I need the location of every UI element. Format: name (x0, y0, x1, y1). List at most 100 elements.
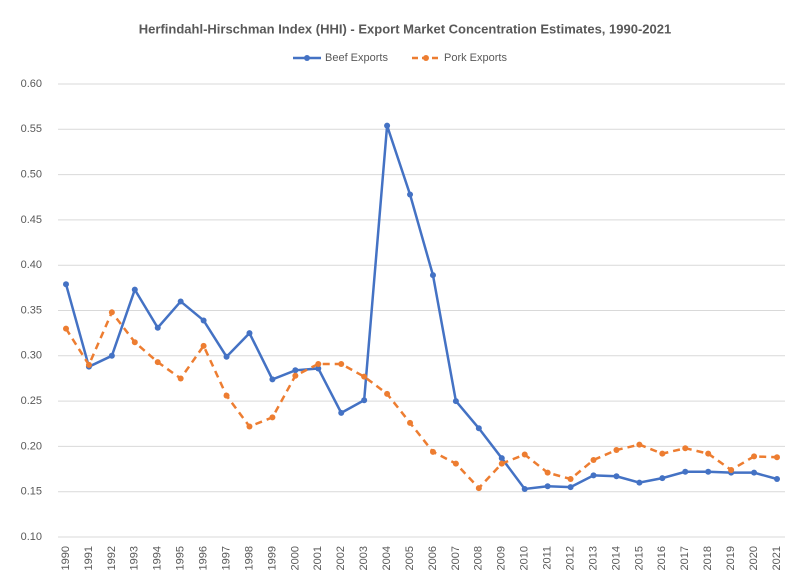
x-tick-label: 1998 (243, 546, 255, 570)
data-point (108, 309, 115, 316)
series-line (64, 309, 778, 490)
series-line (64, 125, 778, 491)
y-tick-label: 0.40 (21, 259, 42, 271)
x-tick-label: 1996 (198, 546, 210, 570)
x-tick-label: 2010 (519, 546, 531, 570)
data-point (361, 397, 368, 404)
data-point (475, 485, 482, 492)
data-point (728, 466, 735, 473)
legend-marker (422, 55, 429, 61)
data-point (154, 359, 161, 366)
data-point (613, 447, 620, 454)
data-point (590, 472, 597, 479)
data-point (361, 373, 368, 380)
data-point (338, 409, 345, 416)
data-point (246, 330, 253, 337)
data-point (407, 419, 414, 426)
data-point (200, 317, 207, 324)
data-point (63, 325, 69, 332)
data-point (498, 455, 505, 462)
y-tick-label: 0.35 (21, 304, 42, 316)
x-tick-label: 2021 (771, 546, 783, 570)
data-point (475, 425, 482, 432)
y-tick-label: 0.55 (21, 123, 42, 135)
data-point (613, 473, 620, 480)
data-point (751, 469, 758, 476)
data-point (246, 423, 253, 430)
data-point (85, 361, 92, 368)
data-point (659, 475, 666, 482)
x-tick-label: 2001 (312, 546, 324, 570)
data-point (659, 450, 666, 457)
x-tick-label: 2018 (702, 546, 714, 570)
x-tick-label: 2012 (564, 546, 576, 570)
x-tick-label: 1990 (60, 546, 72, 570)
data-point (544, 469, 551, 476)
data-point (636, 479, 643, 486)
x-tick-label: 1991 (83, 546, 95, 570)
data-point (154, 324, 161, 331)
x-tick-label: 1993 (129, 546, 141, 570)
data-point (269, 376, 276, 383)
data-point (292, 367, 299, 374)
data-point (452, 460, 459, 467)
legend-marker (304, 55, 310, 61)
data-point (682, 468, 689, 475)
x-tick-label: 2003 (358, 546, 370, 570)
data-point (200, 342, 207, 349)
x-tick-label: 1994 (152, 546, 164, 570)
data-point (567, 476, 574, 483)
y-tick-label: 0.20 (21, 440, 42, 452)
x-tick-label: 2016 (656, 546, 668, 570)
y-tick-label: 0.25 (21, 395, 42, 407)
x-tick-label: 1997 (220, 546, 232, 570)
legend: Beef Exports Pork Exports (293, 52, 507, 64)
x-tick-label: 2000 (289, 546, 301, 570)
x-tick-label: 2015 (633, 546, 645, 570)
data-point (590, 456, 597, 463)
data-point (567, 484, 574, 491)
data-point (108, 352, 115, 359)
data-point (407, 191, 414, 198)
x-tick-label: 1995 (175, 546, 187, 570)
x-tick-label: 1999 (266, 546, 278, 570)
data-point (63, 281, 69, 288)
y-tick-label: 0.10 (21, 531, 42, 543)
data-point (521, 451, 528, 458)
data-point (177, 375, 184, 382)
x-tick-label: 2008 (473, 546, 485, 570)
legend-label: Beef Exports (325, 52, 388, 64)
data-point (269, 414, 276, 421)
x-tick-label: 2019 (725, 546, 737, 570)
x-tick-label: 2005 (404, 546, 416, 570)
x-tick-label: 2004 (381, 546, 393, 570)
data-point (705, 468, 712, 475)
x-tick-label: 2011 (542, 546, 554, 570)
data-point (751, 453, 758, 460)
x-tick-label: 2020 (748, 546, 760, 570)
data-point (131, 286, 138, 293)
x-tick-label: 2013 (587, 546, 599, 570)
data-point (429, 272, 436, 279)
x-tick-label: 2009 (496, 546, 508, 570)
y-tick-label: 0.50 (21, 169, 42, 181)
data-point (292, 372, 299, 379)
data-point (384, 122, 391, 129)
data-point (774, 454, 780, 461)
data-point (384, 390, 391, 397)
data-point (452, 398, 459, 405)
y-tick-label: 0.45 (21, 214, 42, 226)
data-point (338, 360, 345, 367)
x-tick-label: 2002 (335, 546, 347, 570)
y-tick-label: 0.30 (21, 350, 42, 362)
data-point (315, 365, 322, 372)
y-tick-label: 0.60 (21, 78, 42, 90)
x-tick-label: 1992 (106, 546, 118, 570)
data-point (177, 298, 184, 305)
x-tick-label: 2014 (610, 546, 622, 570)
x-tick-label: 2006 (427, 546, 439, 570)
data-point (498, 460, 505, 467)
data-point (521, 485, 528, 492)
x-tick-label: 2007 (450, 546, 462, 570)
